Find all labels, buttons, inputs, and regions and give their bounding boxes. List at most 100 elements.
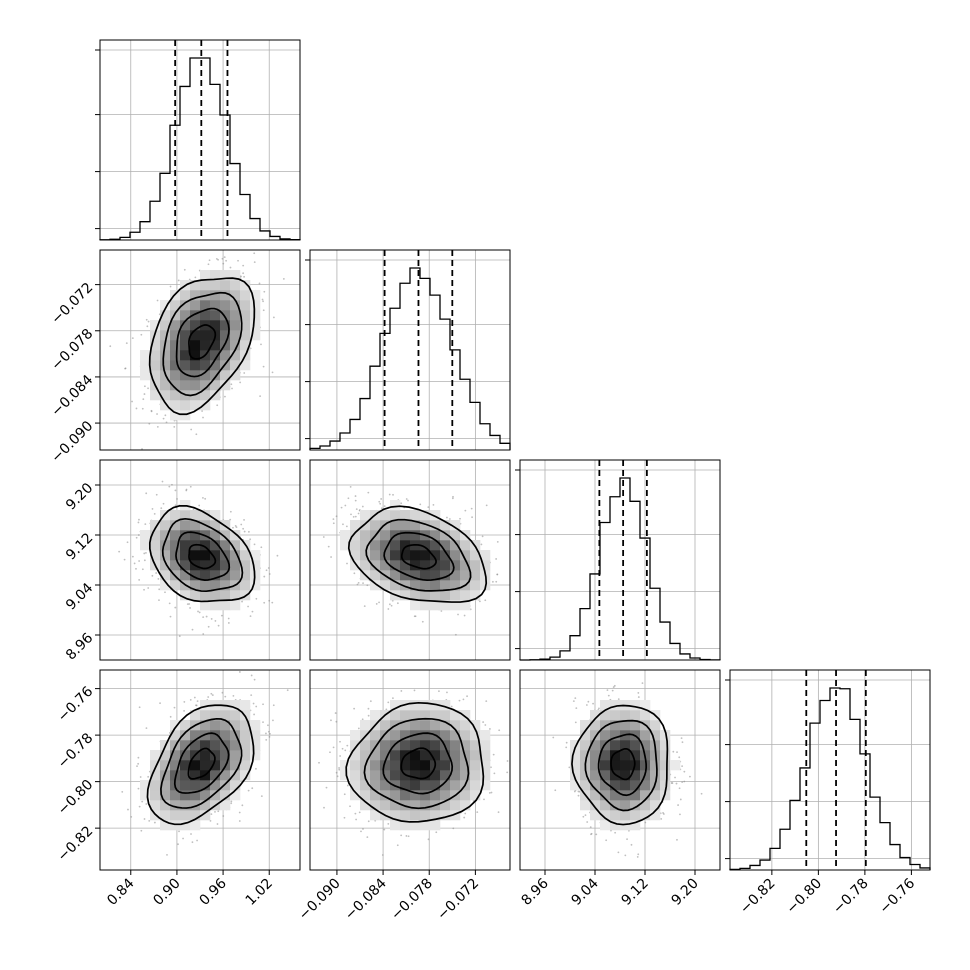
density-cell — [140, 360, 151, 371]
scatter-point — [525, 630, 527, 632]
scatter-point — [675, 782, 678, 785]
scatter-group-3-1 — [318, 689, 509, 856]
scatter-point — [612, 686, 615, 688]
density-cell — [610, 700, 621, 711]
density-cell — [190, 300, 201, 311]
density-cell — [180, 370, 191, 381]
density-cell — [650, 730, 661, 741]
density-cell — [370, 800, 381, 811]
scatter-point — [367, 707, 370, 710]
density-cell — [180, 820, 191, 831]
density-cell — [150, 350, 161, 361]
scatter-point — [109, 345, 112, 348]
density-cell — [480, 740, 491, 751]
density-cell — [640, 700, 651, 711]
density-cell — [180, 290, 191, 301]
scatter-point — [492, 580, 494, 583]
scatter-point — [151, 508, 154, 510]
density-cell — [390, 710, 401, 721]
scatter-point — [161, 480, 164, 483]
scatter-point — [133, 562, 136, 565]
density-cell — [390, 790, 401, 801]
density-cell — [200, 340, 211, 351]
scatter-point — [250, 674, 253, 677]
density-cell — [650, 770, 661, 781]
density-cell — [180, 350, 191, 361]
scatter-point — [336, 775, 339, 778]
scatter-point — [189, 485, 192, 488]
density-cell — [190, 770, 201, 781]
density-cell — [150, 780, 161, 791]
density-cell — [150, 770, 161, 781]
density-cell — [480, 770, 491, 781]
density-cell — [640, 780, 651, 791]
scatter-point — [162, 502, 165, 505]
scatter-point — [130, 816, 133, 818]
scatter-point — [255, 705, 258, 708]
scatter-point — [565, 746, 568, 749]
density-cell — [370, 770, 381, 781]
density-cell — [160, 360, 171, 371]
density-cell — [430, 590, 441, 601]
scatter-group-1-0 — [109, 252, 285, 477]
density-cell — [190, 550, 201, 561]
density-cell — [370, 580, 381, 591]
density-cell — [440, 720, 451, 731]
density-cell — [170, 360, 181, 371]
density-cell — [190, 290, 201, 301]
scatter-point — [177, 279, 180, 282]
density-cell — [190, 370, 201, 381]
xtick-label-2-0: 8.96 — [518, 875, 551, 908]
scatter-point — [589, 826, 592, 828]
density-cell — [590, 740, 601, 751]
density-cell — [210, 730, 221, 741]
density-cell — [450, 520, 461, 531]
scatter-point — [221, 257, 224, 260]
scatter-point — [157, 578, 160, 580]
scatter-point — [207, 696, 210, 698]
scatter-point — [248, 530, 250, 533]
density-cell — [400, 810, 411, 821]
density-cell — [420, 740, 431, 751]
density-cell — [170, 510, 181, 521]
scatter-point — [341, 747, 344, 750]
scatter-point — [185, 475, 187, 477]
scatter-point — [547, 565, 549, 567]
density-cell — [620, 800, 631, 811]
density-cell — [420, 760, 431, 771]
ytick-label-3-2: −0.78 — [55, 730, 97, 772]
contour-2-0-1 — [175, 531, 231, 581]
density-cell — [420, 710, 431, 721]
density-cell — [630, 810, 641, 821]
scatter-point — [612, 665, 614, 667]
scatter-point — [353, 572, 356, 575]
scatter-point — [223, 256, 226, 259]
density-cell — [190, 310, 201, 321]
density-cell — [240, 310, 251, 321]
density-cell — [210, 530, 221, 541]
density-cell — [360, 740, 371, 751]
density-cell — [170, 580, 181, 591]
xtick-label-3-2: −0.78 — [830, 876, 872, 918]
density-cell — [440, 730, 451, 741]
density-cell — [220, 710, 231, 721]
scatter-point — [495, 580, 498, 583]
density-cell — [360, 530, 371, 541]
density-cell — [180, 330, 191, 341]
scatter-point — [489, 728, 491, 730]
density-cell — [430, 710, 441, 721]
scatter-point — [329, 751, 331, 754]
density-cell — [400, 540, 411, 551]
scatter-point — [156, 299, 159, 302]
density-cell — [450, 800, 461, 811]
density-cell — [410, 720, 421, 731]
scatter-point — [338, 767, 340, 769]
scatter-point — [253, 543, 256, 546]
density-cell — [400, 560, 411, 571]
scatter-point — [230, 800, 233, 803]
density-cell — [210, 710, 221, 721]
density-cell — [170, 560, 181, 571]
density-cell — [240, 280, 251, 291]
density-cell — [480, 750, 491, 761]
scatter-point — [452, 827, 455, 830]
